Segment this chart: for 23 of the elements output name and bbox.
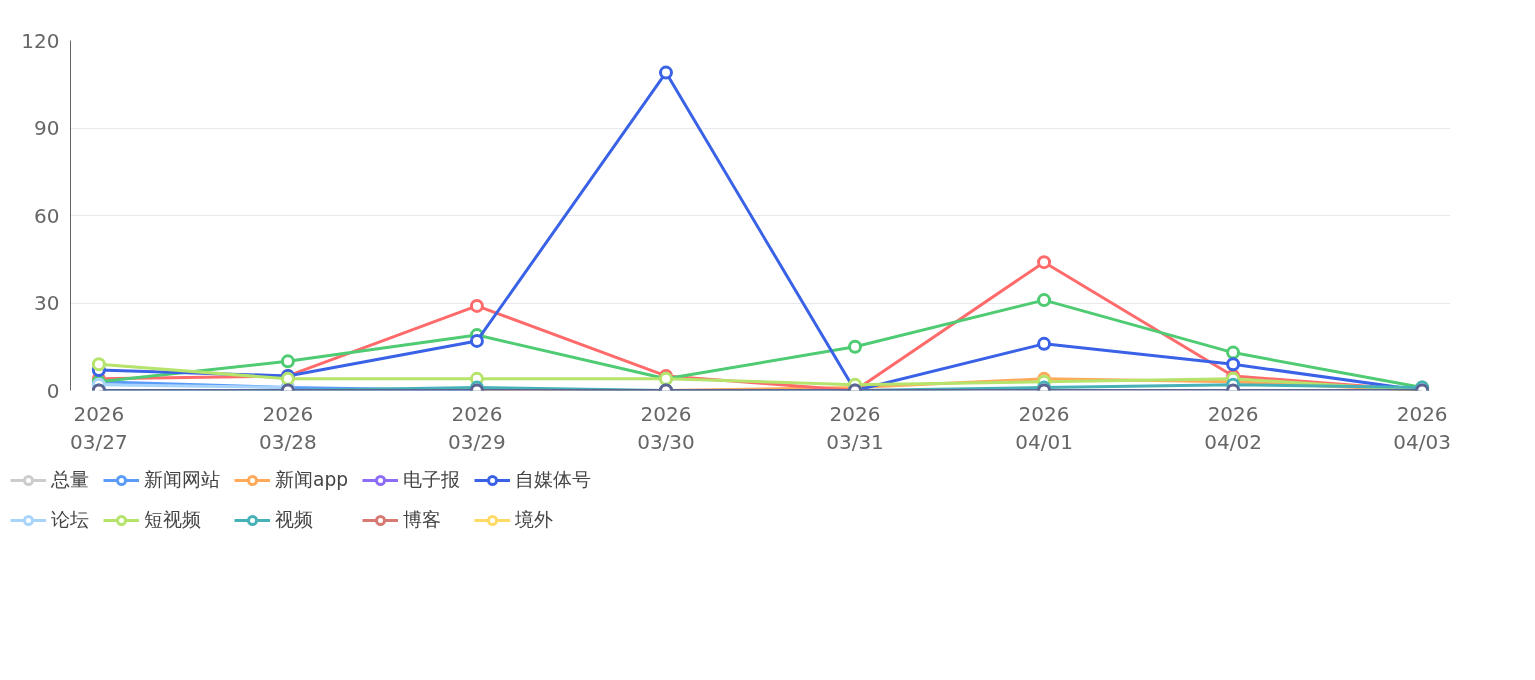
x-tick-label: 2026 04/03 — [1393, 401, 1451, 455]
x-tick-label: 2026 03/28 — [259, 401, 317, 455]
x-tick-label: 2026 03/30 — [637, 401, 695, 455]
x-tick-label: 2026 04/01 — [1015, 401, 1073, 455]
legend-label: 电子报 — [403, 468, 461, 492]
x-tick-label: 2026 03/27 — [70, 401, 128, 455]
x-tick-label: 2026 04/02 — [1204, 401, 1262, 455]
legend-label: 新闻网站 — [144, 468, 220, 492]
legend-label: 境外 — [515, 508, 554, 532]
legend-label: 自媒体号 — [515, 468, 592, 492]
legend-label: 短视频 — [144, 508, 201, 532]
y-tick-label: 30 — [34, 291, 60, 315]
legend-label: 视频 — [275, 508, 313, 532]
x-tick-label: 2026 03/29 — [448, 401, 506, 455]
legend-label: 博客 — [403, 508, 442, 532]
x-tick-label: 2026 03/31 — [826, 401, 884, 455]
y-tick-label: 0 — [46, 378, 60, 403]
y-tick-label: 60 — [34, 203, 60, 228]
legend-label: 总量 — [51, 468, 89, 492]
y-tick-label: 90 — [34, 116, 60, 140]
legend-label: 新闻app — [275, 468, 349, 492]
y-tick-label: 120 — [21, 28, 60, 53]
legend-label: 论坛 — [51, 508, 89, 532]
